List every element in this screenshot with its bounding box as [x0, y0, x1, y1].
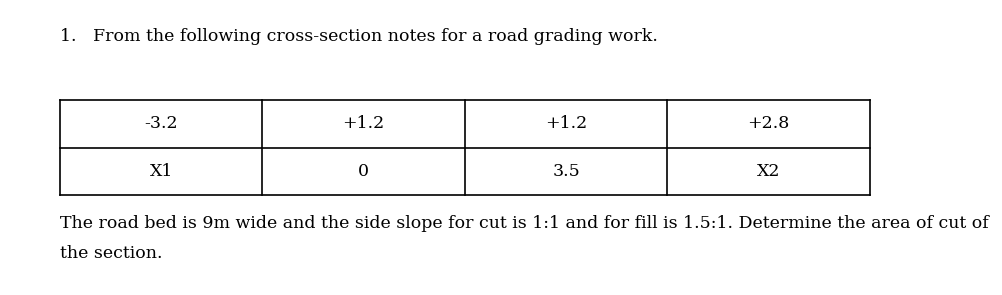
- Text: +1.2: +1.2: [544, 115, 587, 132]
- Text: +2.8: +2.8: [746, 115, 790, 132]
- Text: X2: X2: [757, 163, 780, 180]
- Text: 1.   From the following cross-section notes for a road grading work.: 1. From the following cross-section note…: [60, 28, 657, 45]
- Text: the section.: the section.: [60, 245, 162, 262]
- Text: 0: 0: [358, 163, 369, 180]
- Text: X1: X1: [149, 163, 172, 180]
- Text: +1.2: +1.2: [343, 115, 385, 132]
- Text: -3.2: -3.2: [144, 115, 178, 132]
- Text: 3.5: 3.5: [552, 163, 579, 180]
- Text: The road bed is 9m wide and the side slope for cut is 1:1 and for fill is 1.5:1.: The road bed is 9m wide and the side slo…: [60, 215, 988, 232]
